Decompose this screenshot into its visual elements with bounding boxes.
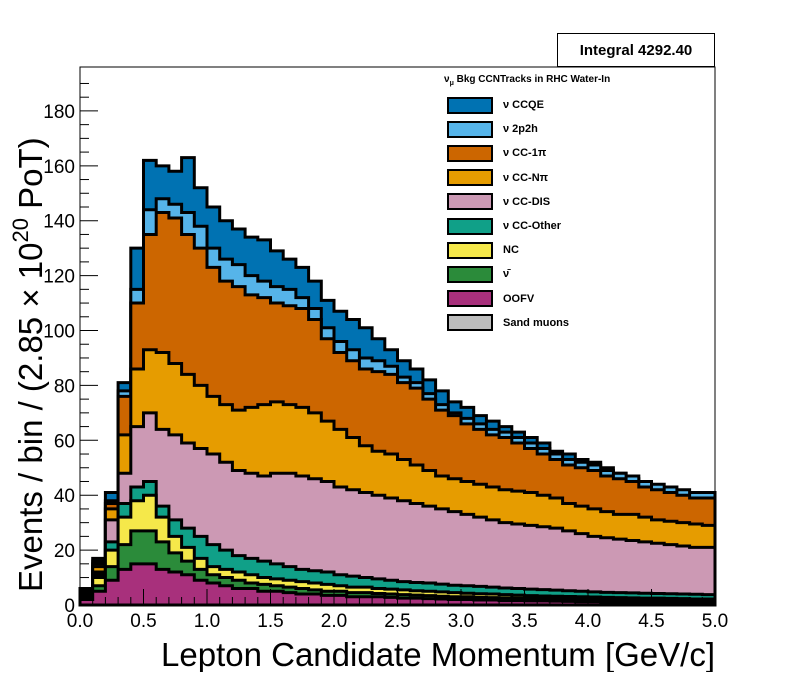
x-tick-label: 0.5 xyxy=(130,611,156,632)
y-tick-label: 100 xyxy=(43,322,75,343)
legend-swatch xyxy=(447,144,493,162)
legend-entry: OOFV xyxy=(440,287,665,311)
legend-entry: ν CCQE xyxy=(440,93,665,117)
legend-swatch xyxy=(447,193,493,211)
legend-entry: ν̄ xyxy=(440,262,665,286)
y-tick-label: 80 xyxy=(54,376,75,397)
legend-entry: ν CC-DIS xyxy=(440,190,665,214)
y-tick-label: 40 xyxy=(54,486,75,507)
x-tick-label: 5.0 xyxy=(702,611,728,632)
legend-label: ν CCQE xyxy=(503,99,544,112)
legend-entry: Sand muons xyxy=(440,311,665,335)
integral-label: Integral 4292.40 xyxy=(579,41,693,59)
y-tick-label: 0 xyxy=(64,596,75,617)
x-axis-title: Lepton Candidate Momentum [GeV/c] xyxy=(161,636,715,672)
legend-label: NC xyxy=(503,244,519,257)
legend-swatch xyxy=(447,217,493,235)
y-tick-label: 160 xyxy=(43,157,75,178)
legend: νμ Bkg CCNTracks in RHC Water-In ν CCQE ν… xyxy=(440,74,665,335)
integral-box: Integral 4292.40 xyxy=(557,33,715,67)
y-tick-label: 20 xyxy=(54,541,75,562)
x-tick-label: 2.5 xyxy=(384,611,410,632)
legend-swatch xyxy=(447,290,493,308)
y-tick-label: 180 xyxy=(43,102,75,123)
legend-label: ν̄ xyxy=(503,268,510,281)
stack-layers xyxy=(78,156,717,607)
legend-label: ν CC-Nπ xyxy=(503,171,549,184)
axes: 0.0 0.5 1.0 1.5 2.0 2.5 3.0 3.5 4.0 4.5 5.0 0 20 40 60… xyxy=(43,66,728,632)
legend-entry: ν 2p2h xyxy=(440,117,665,141)
legend-swatch xyxy=(447,96,493,114)
legend-swatch xyxy=(447,169,493,187)
y-tick-label: 60 xyxy=(54,431,75,452)
legend-header: νμ Bkg CCNTracks in RHC Water-In xyxy=(444,74,611,87)
x-tick-label: 1.0 xyxy=(194,611,220,632)
legend-label: ν CC-DIS xyxy=(503,195,551,208)
x-tick-label: 1.5 xyxy=(257,611,283,632)
legend-label: OOFV xyxy=(503,292,535,305)
x-tick-label: 3.5 xyxy=(511,611,537,632)
legend-swatch xyxy=(447,241,493,259)
legend-label: ν CC-1π xyxy=(503,147,547,160)
x-tick-label: 2.0 xyxy=(321,611,347,632)
legend-swatch xyxy=(447,314,493,332)
legend-rows: ν CCQE ν 2p2h ν CC-1π ν CC-Nπ ν CC-DIS ν CC-O… xyxy=(440,93,665,335)
legend-label: ν 2p2h xyxy=(503,123,538,136)
legend-entry: ν CC-Nπ xyxy=(440,166,665,190)
x-tick-label: 3.0 xyxy=(448,611,474,632)
legend-entry: NC xyxy=(440,238,665,262)
y-axis-title: Events / bin / (2.85 × 1020 PoT) xyxy=(8,137,49,592)
legend-label: ν CC-Other xyxy=(503,220,562,233)
y-tick-label: 140 xyxy=(43,212,75,233)
y-tick-label: 120 xyxy=(43,267,75,288)
x-tick-label: 4.0 xyxy=(575,611,601,632)
x-tick-label: 4.5 xyxy=(638,611,664,632)
legend-entry: ν CC-1π xyxy=(440,141,665,165)
legend-label: Sand muons xyxy=(503,316,570,329)
legend-swatch xyxy=(447,120,493,138)
x-tick-label: 0.0 xyxy=(67,611,93,632)
legend-swatch xyxy=(447,265,493,283)
legend-entry: ν CC-Other xyxy=(440,214,665,238)
